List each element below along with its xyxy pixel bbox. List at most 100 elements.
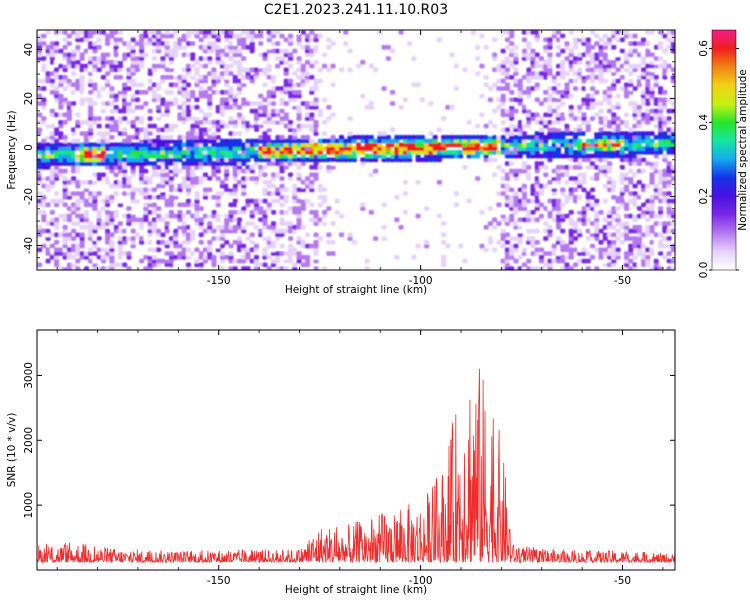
- spectrogram-cell: [402, 150, 408, 155]
- spectrogram-cell: [560, 93, 566, 99]
- spectrogram-cell: [228, 97, 234, 103]
- spectrogram-cell: [368, 101, 374, 106]
- spectrogram-cell: [458, 150, 464, 155]
- spectrogram-cell: [509, 142, 515, 148]
- spectrogram-cell: [207, 127, 213, 133]
- spectrogram-cell: [509, 63, 515, 69]
- spectrogram-cell: [245, 45, 251, 50]
- spectrogram-cell: [487, 146, 493, 151]
- spectrogram-cell: [270, 33, 277, 39]
- spectrogram-cell: [113, 153, 119, 159]
- spectrogram-cell: [373, 150, 379, 155]
- spectrogram-cell: [88, 71, 94, 76]
- spectrogram-cell: [151, 138, 157, 144]
- spectrogram-cell: [326, 150, 332, 155]
- spectrogram-cell: [262, 131, 268, 136]
- spectrogram-cell: [598, 63, 604, 69]
- spectrogram-cell: [88, 78, 94, 84]
- spectrogram-cell: [475, 153, 481, 159]
- spectrogram-cell: [309, 48, 315, 54]
- spectrogram-cell: [483, 157, 489, 163]
- spectrogram-cell: [534, 198, 540, 204]
- spectrogram-cell: [88, 221, 94, 226]
- spectrogram-cell: [41, 202, 47, 208]
- spectrogram-cell: [66, 247, 72, 253]
- spectrogram-cell: [287, 172, 294, 178]
- spectrogram-cell: [117, 262, 123, 268]
- spectrogram-cell: [71, 247, 77, 253]
- spectrogram-cell: [598, 75, 604, 80]
- spectrogram-cell: [241, 180, 247, 185]
- spectrogram-cell: [45, 165, 51, 170]
- spectrogram-cell: [143, 168, 149, 174]
- spectrogram-cell: [645, 142, 651, 148]
- spectrogram-cell: [632, 112, 638, 118]
- spectrogram-cell: [185, 161, 192, 166]
- spectrogram-cell: [411, 146, 417, 151]
- spectrogram-cell: [117, 251, 123, 256]
- spectrogram-cell: [424, 142, 430, 148]
- spectrogram-cell: [126, 45, 132, 50]
- spectrogram-cell: [75, 213, 81, 219]
- spectrogram-cell: [147, 187, 153, 193]
- spectrogram-cell: [75, 30, 81, 35]
- spectrogram-cell: [219, 75, 226, 80]
- spectrogram-cell: [105, 221, 111, 226]
- spectrogram-cell: [71, 71, 77, 76]
- spectrogram-cell: [560, 187, 566, 193]
- spectrogram-cell: [194, 157, 200, 163]
- spectrogram-cell: [606, 232, 613, 238]
- spectrogram-cell: [75, 86, 81, 91]
- spectrogram-cell: [164, 123, 170, 129]
- spectrogram-cell: [640, 266, 647, 270]
- spectrogram-cell: [504, 153, 511, 159]
- spectrogram-cell: [470, 135, 476, 140]
- spectrogram-cell: [173, 30, 179, 35]
- spectrogram-cell: [317, 108, 323, 114]
- spectrogram-cell: [377, 142, 383, 148]
- spectrogram-cell: [105, 37, 111, 43]
- spectrogram-cell: [147, 161, 153, 166]
- spectrogram-cell: [41, 210, 47, 215]
- spectrogram-cell: [615, 135, 621, 140]
- spectrogram-cell: [164, 202, 170, 208]
- spectrogram-cell: [636, 120, 642, 125]
- spectrogram-cell: [105, 105, 111, 110]
- spectrogram-cell: [649, 165, 655, 170]
- spectrogram-cell: [79, 153, 85, 159]
- spectrogram-cell: [381, 45, 387, 50]
- spectrogram-cell: [296, 112, 302, 118]
- spectrogram-cell: [215, 157, 221, 163]
- spectrogram-cell: [611, 195, 617, 200]
- spectrogram-cell: [122, 56, 128, 61]
- spectrogram-cell: [577, 161, 583, 166]
- spectrogram-cell: [215, 33, 221, 39]
- spectrogram-cell: [117, 157, 123, 163]
- spectrogram-cell: [602, 142, 608, 148]
- spectrogram-cell: [279, 150, 285, 155]
- spectrogram-cell: [126, 191, 132, 196]
- spectrogram-cell: [513, 82, 519, 88]
- spectrogram-cell: [270, 191, 277, 196]
- spectrogram-cell: [270, 112, 277, 118]
- spectrogram-cell: [611, 105, 617, 110]
- spectrogram-cell: [636, 172, 642, 178]
- spectrogram-cell: [300, 75, 306, 80]
- spectrogram-cell: [151, 150, 157, 155]
- spectrogram-cell: [564, 86, 570, 91]
- spectrogram-cell: [122, 180, 128, 185]
- spectrogram-cell: [615, 195, 621, 200]
- spectrogram-cell: [309, 101, 315, 106]
- spectrogram-cell: [211, 262, 217, 268]
- spectrogram-cell: [653, 195, 659, 200]
- spectrogram-cell: [368, 172, 374, 178]
- spectrogram-cell: [88, 45, 94, 50]
- spectrogram-cell: [509, 123, 515, 129]
- spectrogram-cell: [215, 243, 221, 249]
- spectrogram-cell: [657, 97, 664, 103]
- spectrogram-cell: [139, 60, 145, 65]
- spectrogram-cell: [207, 243, 213, 249]
- spectrogram-cell: [113, 213, 119, 219]
- spectrogram-cell: [173, 52, 179, 58]
- spectrogram-cell: [338, 213, 345, 219]
